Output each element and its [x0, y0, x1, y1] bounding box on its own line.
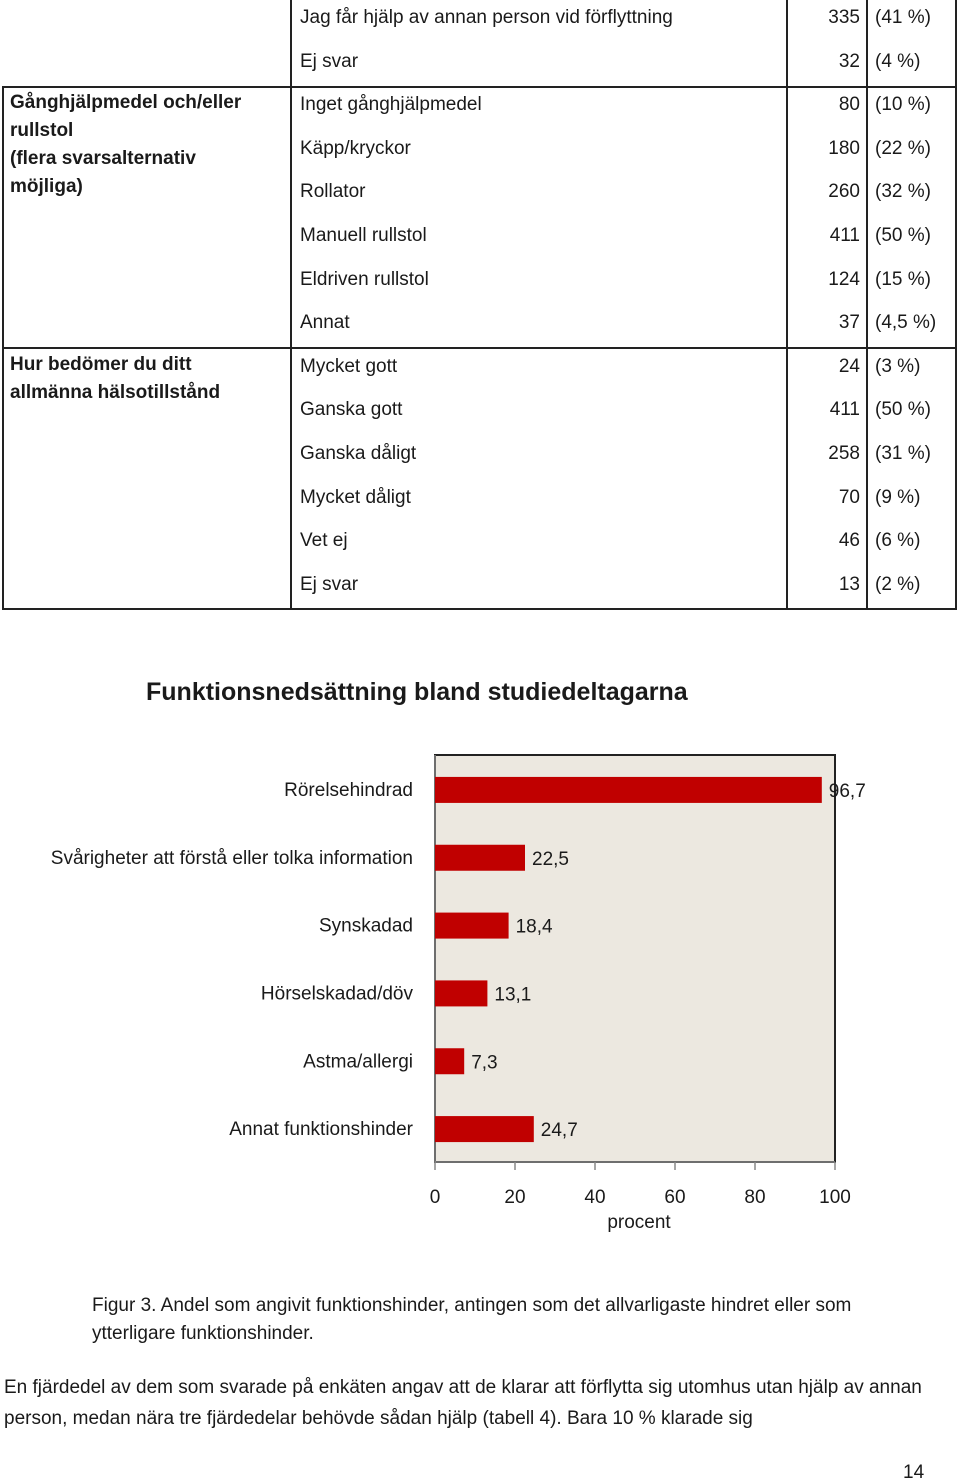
table-row-label: Inget gånghjälpmedel: [300, 94, 482, 116]
x-tick-label: 60: [664, 1187, 685, 1208]
table-row-percent: (9 %): [875, 486, 921, 508]
table-row-count: 260: [828, 181, 860, 203]
body-paragraph: En fjärdedel av dem som svarade på enkät…: [4, 1377, 922, 1429]
table-row-label: Ej svar: [300, 573, 359, 595]
bar-2: [435, 912, 509, 939]
table-row-percent: (3 %): [875, 355, 921, 377]
table-row-count: 37: [838, 312, 860, 334]
bar-4: [435, 1048, 465, 1075]
group-label-health: Hur bedömer du ditt allmänna hälsotillst…: [10, 354, 221, 403]
table-row-count: 46: [838, 530, 860, 552]
data-label: 96,7: [829, 781, 866, 802]
table-border-bottom: [2, 608, 957, 610]
x-axis-title: procent: [607, 1212, 671, 1233]
table-border-col1: [290, 0, 292, 610]
category-label: Annat funktionshinder: [229, 1119, 413, 1140]
table-row-label: Rollator: [300, 181, 366, 203]
data-label: 13,1: [494, 984, 531, 1005]
table-row-percent: (41 %): [875, 7, 931, 28]
bar-1: [435, 844, 525, 871]
table-row-label: Manuell rullstol: [300, 225, 427, 246]
table-row-label: Ganska gott: [300, 399, 403, 421]
category-label: Synskadad: [319, 916, 413, 937]
data-label: 7,3: [471, 1052, 497, 1073]
table-row-count: 258: [828, 443, 860, 464]
x-tick-label: 80: [744, 1187, 765, 1208]
table-row-percent: (4 %): [875, 50, 921, 72]
table-row-count: 70: [838, 486, 860, 508]
table-row-label: Vet ej: [300, 530, 348, 552]
bar-3: [435, 980, 488, 1007]
table-border-right: [955, 0, 957, 610]
data-label: 18,4: [516, 917, 553, 938]
plot-area: [434, 754, 836, 1163]
group-label-walking-aid: Gånghjälpmedel och/eller rullstol (flera…: [10, 92, 242, 197]
table-row-count: 24: [838, 355, 860, 377]
table-row-percent: (32 %): [875, 181, 931, 203]
table-row-label: Annat: [300, 312, 350, 334]
table-row-label: Ej svar: [300, 50, 359, 72]
table-row-percent: (15 %): [875, 268, 931, 290]
table-border-top-group: [2, 86, 957, 88]
table-row-percent: (22 %): [875, 137, 931, 159]
category-label: Rörelsehindrad: [284, 780, 413, 801]
table-row-label: Käpp/kryckor: [300, 137, 411, 159]
table-row-label: Eldriven rullstol: [300, 268, 429, 290]
table-row-count: 32: [838, 50, 860, 72]
table-row-count: 335: [828, 7, 860, 28]
table-border-mid-group: [2, 347, 957, 349]
table-row-percent: (6 %): [875, 530, 921, 552]
table-row-label: Mycket gott: [300, 355, 398, 377]
bar-5: [435, 1116, 534, 1143]
bar-0: [435, 776, 822, 803]
data-label: 24,7: [541, 1120, 578, 1141]
chart-title: Funktionsnedsättning bland studiedeltaga…: [146, 678, 688, 706]
x-tick-label: 20: [504, 1187, 525, 1208]
table-row-percent: (4,5 %): [875, 312, 937, 334]
data-table: Gånghjälpmedel och/eller rullstol (flera…: [0, 0, 960, 612]
x-tick-label: 40: [584, 1187, 605, 1208]
data-label: 22,5: [532, 849, 569, 870]
bar-chart: Rörelsehindrad 96,7 Svårigheter att förstå…: [51, 754, 866, 1233]
category-label: Hörselskadad/döv: [261, 983, 414, 1004]
table-row-label: Mycket dåligt: [300, 486, 411, 508]
table-row-count: 180: [828, 137, 860, 159]
table-row-count: 80: [838, 94, 860, 116]
x-tick-label: 0: [430, 1187, 441, 1208]
table-row-count: 411: [829, 399, 860, 421]
category-label: Svårigheter att förstå eller tolka infor…: [51, 848, 413, 869]
table-row-percent: (50 %): [875, 399, 931, 421]
figure-caption: Figur 3. Andel som angivit funktionshind…: [92, 1295, 852, 1344]
table-row-label: Ganska dåligt: [300, 443, 417, 464]
category-label: Astma/allergi: [303, 1051, 413, 1072]
table-row-count: 124: [828, 268, 860, 290]
page-number: 14: [903, 1462, 925, 1483]
table-row-count: 13: [838, 573, 860, 595]
table-border-col2: [786, 0, 788, 610]
table-row-count: 411: [829, 225, 860, 246]
table-row-percent: (10 %): [875, 94, 931, 116]
table-border-col3: [866, 0, 868, 610]
x-tick-label: 100: [819, 1187, 851, 1208]
table-row-percent: (50 %): [875, 225, 931, 246]
table-row-label: Jag får hjälp av annan person vid förfly…: [300, 7, 673, 28]
table-row-percent: (2 %): [875, 573, 921, 595]
table-row-percent: (31 %): [875, 443, 931, 464]
